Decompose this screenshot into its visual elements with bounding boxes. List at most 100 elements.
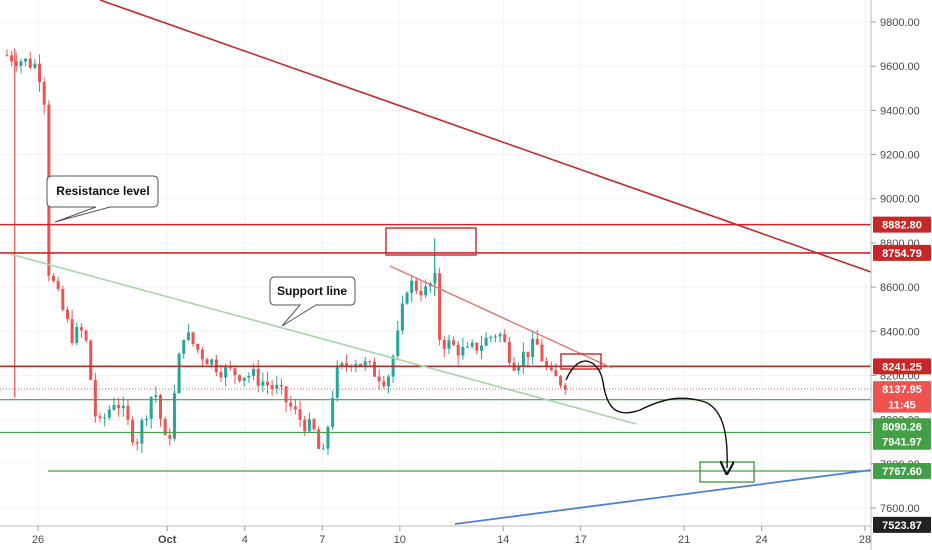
candle-body bbox=[242, 377, 246, 381]
candle-body bbox=[526, 351, 530, 358]
price-tick-label: 8600.00 bbox=[880, 282, 920, 294]
candle-body bbox=[424, 286, 428, 296]
candle-body bbox=[563, 385, 567, 390]
price-tag-label: 8137.95 bbox=[882, 384, 922, 396]
candle-body bbox=[452, 340, 456, 345]
candle-body bbox=[107, 409, 111, 418]
candlestick-series bbox=[5, 48, 567, 456]
price-tag-4 bbox=[873, 396, 931, 413]
candle-body bbox=[484, 337, 488, 346]
candle-body bbox=[400, 303, 404, 331]
candle-body bbox=[298, 409, 302, 420]
candle-body bbox=[498, 334, 502, 337]
candle-body bbox=[79, 327, 83, 331]
candle-body bbox=[186, 332, 190, 340]
price-tag-0 bbox=[873, 216, 931, 233]
candle-body bbox=[470, 342, 474, 347]
candle-body bbox=[89, 340, 93, 380]
candle-body bbox=[507, 341, 511, 363]
candle-body bbox=[247, 375, 251, 378]
candle-body bbox=[461, 346, 465, 356]
candle-body bbox=[126, 405, 130, 420]
candle-body bbox=[261, 381, 265, 386]
time-tick-label: 28 bbox=[859, 534, 871, 546]
candle-body bbox=[517, 365, 521, 371]
candle-body bbox=[182, 339, 186, 354]
candle-body bbox=[265, 381, 269, 386]
candle-body bbox=[42, 82, 46, 105]
candle-body bbox=[61, 288, 65, 310]
price-tag-label: 11:45 bbox=[888, 400, 916, 412]
candle-body bbox=[196, 344, 200, 350]
candle-body bbox=[377, 376, 381, 382]
candle-body bbox=[438, 273, 442, 340]
price-tag-1 bbox=[873, 244, 931, 261]
candle-body bbox=[386, 376, 390, 387]
candle-body bbox=[112, 405, 116, 410]
candle-body bbox=[224, 367, 228, 378]
support-line-label: Support line bbox=[277, 284, 347, 298]
price-axis-background bbox=[871, 0, 932, 550]
candle-body bbox=[56, 280, 60, 289]
candle-body bbox=[19, 61, 23, 66]
candle-body bbox=[293, 406, 297, 410]
candle-body bbox=[321, 448, 325, 450]
candle-body bbox=[275, 384, 279, 389]
candle-body bbox=[442, 339, 446, 349]
candle-body bbox=[340, 363, 344, 367]
time-tick-label: 7 bbox=[319, 534, 325, 546]
price-axis[interactable]: 9800.009600.009400.009200.009000.008800.… bbox=[870, 0, 932, 550]
candle-body bbox=[535, 338, 539, 345]
candle-body bbox=[326, 426, 330, 449]
candle-body bbox=[372, 361, 376, 377]
candle-body bbox=[10, 55, 14, 62]
time-tick-label: Oct bbox=[158, 534, 177, 546]
price-tag-6 bbox=[873, 433, 931, 450]
resistance-zone-box bbox=[385, 227, 477, 256]
candle-body bbox=[545, 361, 549, 368]
candle-body bbox=[252, 368, 256, 376]
candle-body bbox=[168, 435, 172, 439]
candle-body bbox=[368, 361, 372, 363]
candle-body bbox=[335, 366, 339, 398]
candle-body bbox=[24, 58, 28, 62]
candle-body bbox=[540, 344, 544, 362]
candle-body bbox=[359, 363, 363, 366]
time-tick-label: 26 bbox=[32, 534, 44, 546]
candle-body bbox=[270, 385, 274, 389]
candle-body bbox=[210, 359, 214, 365]
price-tick-label: 9000.00 bbox=[880, 194, 920, 206]
candle-body bbox=[256, 368, 260, 386]
candle-body bbox=[145, 418, 149, 421]
candle-body bbox=[52, 275, 56, 281]
candle-body bbox=[219, 372, 223, 378]
candle-body bbox=[284, 386, 288, 403]
candle-body bbox=[163, 418, 167, 436]
resistance-level-label: Resistance level bbox=[56, 184, 149, 198]
descending-trendline bbox=[99, 0, 871, 273]
support-trendline bbox=[9, 253, 637, 425]
chart-drawings bbox=[0, 0, 871, 525]
price-tag-label: 7523.87 bbox=[882, 520, 922, 532]
candle-body bbox=[354, 363, 358, 368]
price-tag-label: 8241.25 bbox=[882, 361, 922, 373]
rising-blue-line bbox=[454, 469, 871, 525]
candle-body bbox=[531, 338, 535, 358]
candle-body bbox=[456, 344, 460, 356]
candle-body bbox=[205, 359, 209, 365]
price-tick-label: 8400.00 bbox=[880, 326, 920, 338]
time-axis[interactable]: 26 Oct 4 7 10 14 17 21 24 28 bbox=[0, 525, 871, 546]
candle-body bbox=[503, 334, 507, 342]
candle-body bbox=[98, 416, 102, 418]
candle-body bbox=[131, 419, 135, 443]
candle-body bbox=[307, 419, 311, 432]
candle-body bbox=[93, 379, 97, 417]
candle-body bbox=[466, 346, 470, 348]
projected-path-arrow bbox=[565, 360, 727, 468]
price-tick-label: 9800.00 bbox=[880, 17, 920, 29]
retest-box bbox=[560, 353, 602, 370]
candle-body bbox=[38, 63, 42, 83]
candle-body bbox=[33, 63, 37, 68]
candle-body bbox=[317, 429, 321, 449]
